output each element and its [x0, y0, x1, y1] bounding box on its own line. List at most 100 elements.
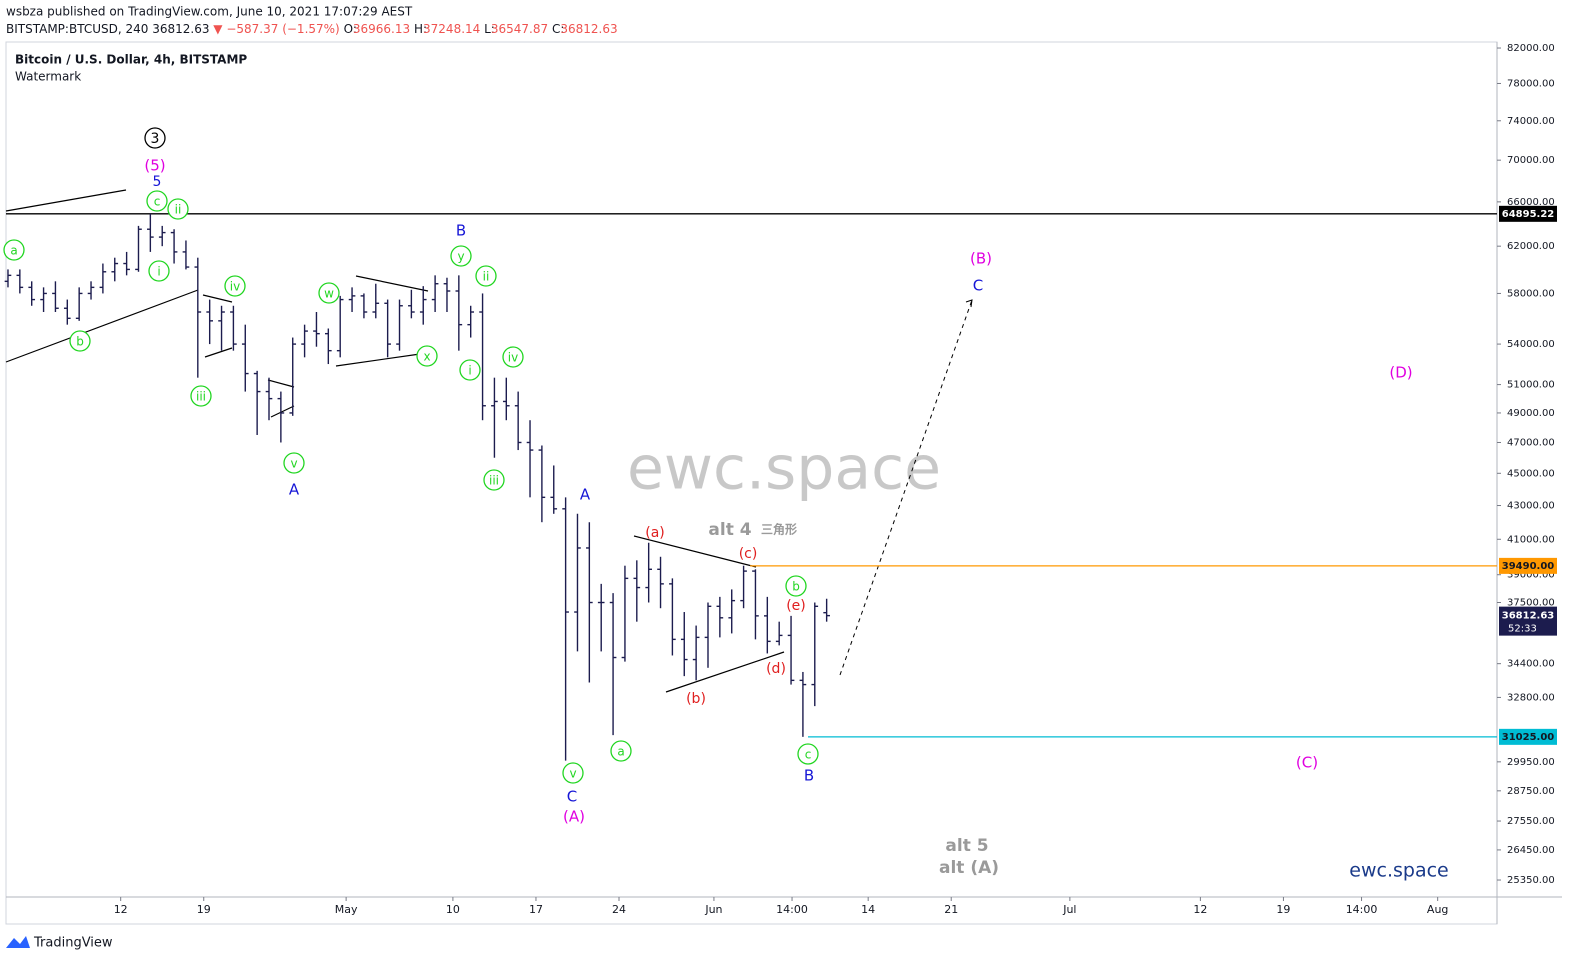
x-tick-label: Jul — [1062, 903, 1076, 916]
x-tick-label: 14 — [861, 903, 875, 916]
last: 36812.63 — [152, 22, 209, 36]
wave-label: A — [580, 486, 591, 504]
wave-label: 3 — [151, 131, 160, 147]
wave-label: (B) — [970, 250, 992, 268]
wave-circle — [459, 359, 481, 381]
wave-label: iii — [196, 390, 206, 404]
wave-label: b — [76, 335, 84, 349]
y-tick-label: 66000.00 — [1507, 197, 1555, 208]
wave-label: v — [569, 767, 576, 781]
wave-label: ii — [175, 203, 182, 217]
x-tick-label: 21 — [944, 903, 958, 916]
wave-label: (A) — [563, 808, 585, 826]
x-tick-label: 19 — [197, 903, 211, 916]
wave-circle — [144, 127, 166, 149]
h: 37248.14 — [423, 22, 480, 36]
y-tick-label: 78000.00 — [1507, 78, 1555, 89]
wave-circle — [785, 575, 807, 597]
last-price-label: 36812.63 — [1502, 611, 1555, 622]
wave-label: 三角形 — [761, 522, 797, 537]
x-tick-label: 14:00 — [776, 903, 808, 916]
wave-label: alt 5 — [945, 836, 988, 856]
wave-label: alt 4 — [708, 520, 751, 540]
wave-circle — [224, 275, 246, 297]
wave-label: alt (A) — [939, 858, 999, 878]
y-tick-label: 70000.00 — [1507, 155, 1555, 166]
wave-circle — [146, 190, 168, 212]
x-tick-label: 10 — [446, 903, 460, 916]
wave-label: v — [290, 457, 297, 471]
y-tick-label: 37500.00 — [1507, 598, 1555, 609]
price-tag-label: 31025.00 — [1502, 732, 1555, 743]
y-tick-label: 34400.00 — [1507, 659, 1555, 670]
price-tag — [1499, 728, 1557, 745]
y-tick-label: 26450.00 — [1507, 845, 1555, 856]
o-label: O: — [344, 22, 357, 36]
symbol-line: BITSTAMP:BTCUSD, 240 36812.63 ▼ −587.37 … — [6, 22, 618, 36]
wave-circle — [610, 740, 632, 762]
x-tick-label: 12 — [1193, 903, 1207, 916]
y-tick-label: 28750.00 — [1507, 786, 1555, 797]
wave-circle — [3, 239, 25, 261]
l: 36547.87 — [491, 22, 548, 36]
wave-circle — [283, 452, 305, 474]
countdown: 52:33 — [1508, 624, 1537, 635]
y-tick-label: 54000.00 — [1507, 339, 1555, 350]
wave-circle — [562, 762, 584, 784]
brand: ewc.space — [1349, 860, 1448, 882]
projection-arrow — [965, 299, 973, 308]
change: ▼ −587.37 (−1.57%) — [213, 22, 339, 36]
wave-label: (D) — [1389, 364, 1412, 382]
wave-circle — [502, 346, 524, 368]
footer: TradingView — [33, 936, 113, 951]
wave-label: a — [10, 244, 17, 258]
y-tick-label: 58000.00 — [1507, 288, 1555, 299]
wave-label: i — [468, 364, 471, 378]
y-tick-label: 51000.00 — [1507, 380, 1555, 391]
wave-label: i — [157, 265, 160, 279]
y-tick-label: 47000.00 — [1507, 437, 1555, 448]
wave-label: B — [456, 222, 466, 240]
x-tick-label: 17 — [529, 903, 543, 916]
x-tick-label: 12 — [114, 903, 128, 916]
wave-label: A — [289, 481, 300, 499]
watermark: ewc.space — [627, 434, 941, 504]
x-tick-label: Jun — [704, 903, 722, 916]
wave-label: ii — [483, 270, 490, 284]
wave-label: c — [154, 195, 161, 209]
wave-circle — [148, 260, 170, 282]
wave-label: (5) — [144, 157, 165, 175]
published: wsbza published on TradingView.com, June… — [6, 5, 413, 19]
wave-circle — [450, 245, 472, 267]
y-tick-label: 41000.00 — [1507, 534, 1555, 545]
chart-subtitle: Watermark — [15, 70, 81, 84]
wave-label: C — [567, 788, 577, 806]
wave-label: (a) — [645, 525, 665, 541]
wave-label: B — [804, 767, 814, 785]
y-tick-label: 27550.00 — [1507, 816, 1555, 827]
wave-circle — [69, 330, 91, 352]
o: 36966.13 — [353, 22, 410, 36]
y-tick-label: 82000.00 — [1507, 43, 1555, 54]
wave-label: w — [324, 287, 334, 301]
wave-circle — [167, 198, 189, 220]
wave-label: a — [617, 745, 624, 759]
projection — [839, 299, 973, 676]
y-tick-label: 39000.00 — [1507, 570, 1555, 581]
y-tick-label: 43000.00 — [1507, 501, 1555, 512]
last-price-tag — [1499, 606, 1557, 636]
wave-label: 5 — [153, 174, 162, 190]
wave-circle — [483, 469, 505, 491]
price-tag — [1499, 205, 1557, 222]
wave-label: C — [973, 277, 983, 295]
wave-circle — [475, 265, 497, 287]
y-tick-label: 74000.00 — [1507, 116, 1555, 127]
x-tick-label: Aug — [1427, 903, 1448, 916]
wave-label: (C) — [1296, 754, 1318, 772]
wave-circle — [416, 345, 438, 367]
wave-label: c — [805, 748, 812, 762]
tv-logo — [6, 936, 30, 948]
price-tag — [1499, 557, 1557, 574]
y-tick-label: 25350.00 — [1507, 875, 1555, 886]
